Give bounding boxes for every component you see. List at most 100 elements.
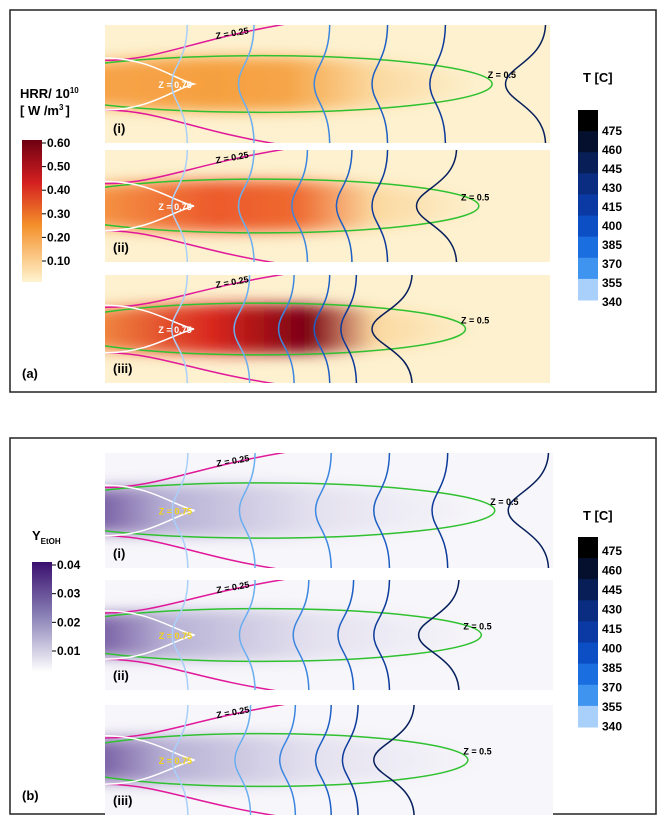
colorbar-tick-label: 400: [602, 642, 622, 656]
subplot-label: (i): [113, 546, 125, 561]
colorbar-tick-label: 430: [602, 181, 622, 195]
colorbar-tick-label: 370: [602, 681, 622, 695]
contour-label: Z = 0.75: [158, 325, 191, 335]
contour-z05: [105, 732, 469, 788]
colorbar-tick-label: 355: [602, 276, 622, 290]
isotherm: [171, 580, 189, 690]
contour-label: Z = 0.5: [461, 316, 489, 326]
isotherm: [507, 453, 550, 568]
colorbar-tick-label: 0.10: [47, 254, 71, 268]
field-plot: [105, 580, 553, 690]
isotherm: [373, 580, 391, 690]
contour-z075: [105, 180, 195, 232]
field-plot: [105, 275, 550, 383]
contour-z075: [105, 735, 195, 785]
temperature-colorbar-block: [578, 257, 598, 280]
field-plot: [105, 25, 550, 143]
contour-label: Z = 0.5: [463, 747, 491, 757]
isotherm: [314, 453, 332, 568]
colorbar-tick-label: 445: [602, 162, 622, 176]
isotherm: [170, 25, 188, 143]
contour-z05: [105, 607, 483, 663]
colorbar-tick-label: 0.02: [57, 615, 81, 629]
panel-label: (a): [22, 366, 38, 381]
subplot-label: (iii): [113, 793, 133, 808]
temperature-colorbar-block: [578, 152, 598, 174]
colorbar-tick-label: 430: [602, 603, 622, 617]
temperature-colorbar-block: [578, 194, 598, 217]
isotherm: [415, 150, 458, 262]
contour-z05: [105, 302, 467, 356]
colorbar-tick-label: 0.20: [47, 230, 71, 244]
colorbar-title: T [C]: [583, 70, 613, 85]
colorbar-title-text: ]: [65, 103, 69, 118]
contour-label: Z = 0.5: [461, 192, 489, 202]
colorbar-tick-label: 355: [602, 700, 622, 714]
field-jet: [105, 484, 486, 537]
panel-frame: [9, 9, 657, 393]
contour-label: Z = 0.75: [158, 202, 191, 212]
temperature-colorbar-block: [578, 215, 598, 238]
isotherm: [291, 150, 309, 262]
contour-z05: [105, 178, 480, 234]
isotherm: [171, 705, 189, 815]
isotherm: [292, 580, 310, 690]
colorbar-tick-label: 0.03: [57, 587, 81, 601]
temperature-colorbar-block: [578, 236, 598, 259]
colorbar-tick-label: 0.60: [47, 136, 71, 150]
isotherm: [278, 705, 297, 815]
isotherm: [371, 275, 413, 383]
colorbar-tick-label: 400: [602, 219, 622, 233]
contour-z075: [105, 484, 195, 537]
isotherm: [337, 580, 355, 690]
isotherm: [238, 453, 256, 568]
colorbar-title-sub: EtOH: [41, 537, 61, 546]
contour-label: Z = 0.5: [463, 622, 491, 632]
field-plot: [105, 150, 550, 262]
temperature-colorbar-block: [578, 642, 598, 665]
contour-label: Z = 0.75: [159, 507, 192, 517]
colorbar-title: HRR/ 1010: [20, 86, 79, 101]
temperature-colorbar-block: [578, 621, 598, 644]
isotherm: [234, 705, 252, 815]
temperature-colorbar-block: [578, 684, 598, 707]
field-colorbar: [32, 562, 52, 672]
temperature-colorbar-block: [578, 110, 598, 132]
temperature-colorbar-block: [578, 600, 598, 622]
colorbar-title-text: Y: [32, 528, 41, 543]
colorbar-tick-label: 340: [602, 295, 622, 309]
isotherm: [313, 275, 331, 383]
temperature-colorbar-block: [578, 278, 598, 301]
colorbar-tick-label: 0.30: [47, 207, 71, 221]
isotherm: [373, 453, 391, 568]
isotherm: [170, 150, 188, 262]
isotherm: [373, 705, 415, 815]
field-jet: [105, 609, 486, 661]
colorbar-tick-label: 460: [602, 143, 622, 157]
colorbar-title-text: HRR/ 10: [20, 86, 70, 101]
temperature-colorbar-block: [578, 579, 598, 601]
isotherm: [237, 150, 255, 262]
isotherm: [417, 580, 460, 690]
field-jet: [105, 304, 484, 354]
colorbar-title-sup: 10: [70, 86, 79, 95]
temperature-colorbar-block: [578, 173, 598, 195]
isotherm: [429, 25, 447, 143]
colorbar-tick-label: 460: [602, 564, 622, 578]
temperature-colorbar-block: [578, 537, 598, 559]
colorbar-tick-label: 415: [602, 200, 622, 214]
isotherm: [170, 275, 188, 383]
isotherm: [233, 275, 251, 383]
subplot-label: (ii): [113, 240, 129, 255]
isotherm: [504, 25, 547, 143]
field-jet: [105, 180, 484, 232]
colorbar-tick-label: 0.50: [47, 160, 71, 174]
colorbar-tick-label: 385: [602, 238, 622, 252]
temperature-colorbar-block: [578, 663, 598, 686]
colorbar-tick-label: 475: [602, 544, 622, 558]
isotherm: [340, 275, 358, 383]
isotherm: [335, 150, 353, 262]
colorbar-tick-label: 385: [602, 661, 622, 675]
isotherm: [371, 25, 389, 143]
isotherm: [431, 453, 449, 568]
